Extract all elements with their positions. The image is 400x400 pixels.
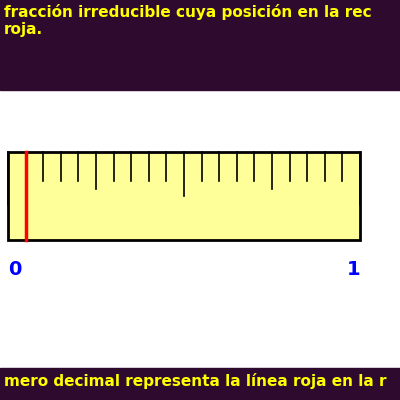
Text: mero decimal representa la línea roja en la r: mero decimal representa la línea roja en… — [4, 373, 386, 389]
Text: 1: 1 — [346, 260, 360, 279]
Text: fracción irreducible cuya posición en la rec
roja.: fracción irreducible cuya posición en la… — [4, 4, 372, 37]
Bar — [0, 0, 400, 90]
Text: 0: 0 — [8, 260, 21, 279]
Bar — [8, 152, 360, 240]
Bar — [0, 368, 400, 400]
